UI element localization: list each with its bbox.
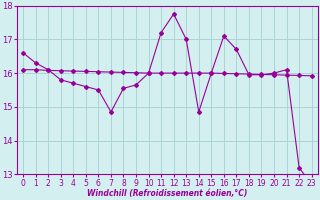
X-axis label: Windchill (Refroidissement éolien,°C): Windchill (Refroidissement éolien,°C) [87, 189, 248, 198]
